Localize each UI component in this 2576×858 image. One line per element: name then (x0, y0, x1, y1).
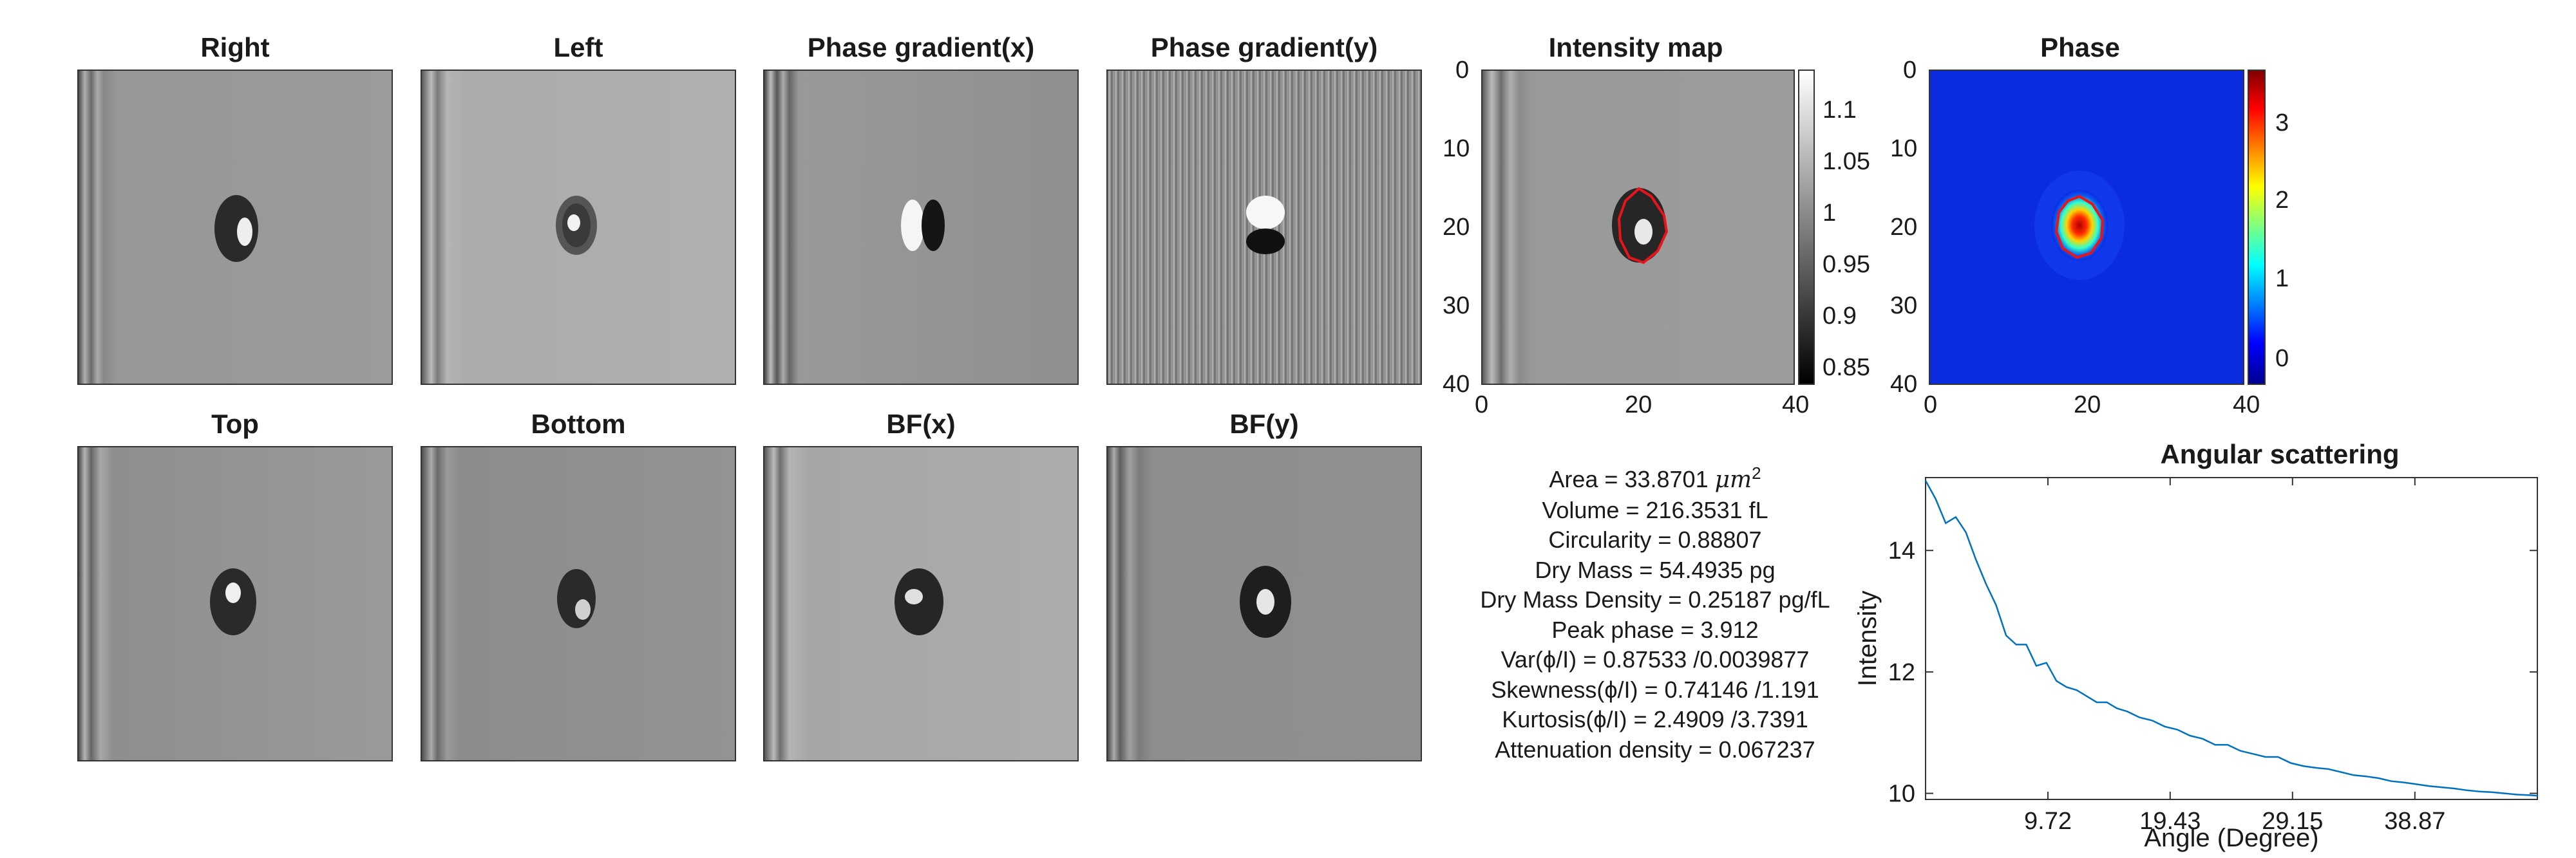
cbar-tick-label: 1.05 (1823, 148, 1870, 175)
chart-title: Angular scattering (2160, 439, 2399, 469)
cbar-tick-label: 1 (2275, 265, 2289, 292)
metrics-panel: Area = 33.8701 μm2 Volume = 216.3531 fL … (1443, 458, 1868, 765)
panel-title: Phase gradient(x) (807, 32, 1035, 62)
panel-bf-x: BF(x) (763, 402, 1079, 763)
y-tick-label: 10 (1888, 781, 1915, 808)
cell-contour (2054, 194, 2105, 259)
cell-feature (895, 568, 943, 635)
x-tick-label: 38.87 (2384, 808, 2445, 835)
y-tick-label: 20 (1443, 214, 1470, 241)
y-tick-label: 12 (1888, 659, 1915, 686)
x-tick-label: 29.15 (2262, 808, 2323, 835)
panel-bottom: Bottom (421, 402, 736, 763)
intensity-colorbar (1798, 70, 1815, 385)
metric-dry-mass-density: Dry Mass Density = 0.25187 pg/fL (1480, 586, 1830, 613)
cell-feature (901, 200, 945, 251)
cbar-tick-label: 0 (2275, 345, 2289, 372)
x-tick-label: 20 (1625, 391, 1653, 418)
metric-attenuation-density: Attenuation density = 0.067237 (1495, 736, 1815, 763)
cbar-tick-label: 1.1 (1823, 97, 1857, 124)
metric-area-exponent: 2 (1752, 463, 1761, 483)
cbar-tick-label: 0.9 (1823, 303, 1857, 330)
panel-title: Intensity map (1548, 32, 1723, 62)
y-tick-label: 20 (1890, 214, 1918, 241)
phase-image (1929, 70, 2244, 385)
angular-scattering-chart: Angular scattering 9.72 19.43 29.15 38.87 10… (1853, 439, 2538, 852)
panel-phase-gradient-y: Phase gradient(y) (1106, 26, 1422, 386)
y-tick-label: 14 (1888, 537, 1915, 564)
panel-title: Left (553, 32, 603, 62)
bottom-image (421, 446, 736, 761)
y-axis-label: Intensity (1853, 591, 1882, 687)
panel-title: Phase gradient(y) (1150, 32, 1378, 62)
y-tick-label: 0 (1903, 57, 1917, 84)
x-tick-label: 40 (1782, 391, 1810, 418)
metric-skewness: Skewness(ϕ/I) = 0.74146 /1.191 (1491, 676, 1819, 703)
cell-feature (556, 196, 597, 255)
top-image (77, 446, 393, 761)
panel-title: BF(x) (886, 409, 956, 439)
panel-intensity-map: Intensity map 1.1 1.05 1 0.95 0.9 0.85 0… (1443, 26, 1893, 425)
cbar-tick-label: 0.95 (1823, 251, 1870, 278)
cell-contour (1617, 187, 1669, 265)
cell-feature (210, 568, 256, 635)
metric-volume: Volume = 216.3531 fL (1542, 496, 1768, 523)
metric-variance: Var(ϕ/I) = 0.87533 /0.0039877 (1501, 646, 1810, 673)
bf-y-image (1106, 446, 1422, 761)
metric-circularity: Circularity = 0.88807 (1548, 527, 1762, 553)
x-tick-label: 19.43 (2139, 808, 2201, 835)
metric-kurtosis: Kurtosis(ϕ/I) = 2.4909 /3.7391 (1502, 706, 1808, 732)
panel-title: Top (211, 409, 259, 439)
metric-peak-phase: Peak phase = 3.912 (1551, 616, 1759, 643)
x-tick-label: 20 (2074, 391, 2101, 418)
panel-phase-gradient-x: Phase gradient(x) (763, 26, 1079, 386)
panel-bf-y: BF(y) (1106, 402, 1422, 763)
bf-x-image (763, 446, 1079, 761)
cell-feature (557, 569, 596, 628)
cell-feature (1240, 566, 1291, 638)
y-tick-label: 40 (1443, 371, 1470, 398)
y-tick-label: 10 (1443, 135, 1470, 162)
phase-gradient-y-image (1106, 70, 1422, 385)
metric-dry-mass: Dry Mass = 54.4935 pg (1535, 556, 1776, 583)
panel-right: Right (77, 26, 393, 386)
metric-area: Area = 33.8701 μm2 (1443, 458, 1868, 496)
cell-feature (214, 195, 258, 262)
cbar-tick-label: 1 (1823, 200, 1837, 227)
y-tick-label: 40 (1890, 371, 1918, 398)
right-image (77, 70, 393, 385)
cbar-tick-label: 2 (2275, 187, 2289, 214)
y-tick-label: 30 (1890, 292, 1918, 319)
axis-ticks: 9.72 19.43 29.15 38.87 10 12 14 (1888, 478, 2537, 835)
y-tick-label: 30 (1443, 292, 1470, 319)
cbar-tick-label: 0.85 (1823, 354, 1870, 381)
panel-title: BF(y) (1229, 409, 1299, 439)
left-image (421, 70, 736, 385)
x-tick-label: 9.72 (2024, 808, 2072, 835)
x-axis-label: Angle (Degree) (2144, 824, 2318, 852)
cell-feature (2034, 171, 2125, 280)
intensity-image (1481, 70, 1795, 385)
panel-title: Bottom (531, 409, 626, 439)
x-tick-label: 0 (1475, 391, 1489, 418)
y-tick-label: 0 (1455, 57, 1470, 84)
panel-title: Phase (2040, 32, 2120, 62)
panel-top: Top (77, 402, 393, 763)
phase-gradient-x-image (763, 70, 1079, 385)
cbar-tick-label: 3 (2275, 109, 2289, 136)
plot-area-frame (1925, 477, 2538, 800)
metric-area-unit: μm (1714, 467, 1752, 493)
cell-feature (1246, 196, 1285, 254)
x-tick-label: 0 (1924, 391, 1938, 418)
y-tick-label: 10 (1890, 135, 1918, 162)
panel-phase: Phase 3 2 1 0 0 10 20 30 40 (1890, 26, 2347, 425)
x-tick-label: 40 (2233, 391, 2260, 418)
phase-colorbar (2248, 70, 2266, 385)
metric-area-text: Area = 33.8701 (1549, 466, 1715, 492)
series-line (1924, 480, 2538, 797)
panel-left: Left (421, 26, 736, 386)
cell-feature (1612, 187, 1669, 265)
panel-title: Right (200, 32, 270, 62)
